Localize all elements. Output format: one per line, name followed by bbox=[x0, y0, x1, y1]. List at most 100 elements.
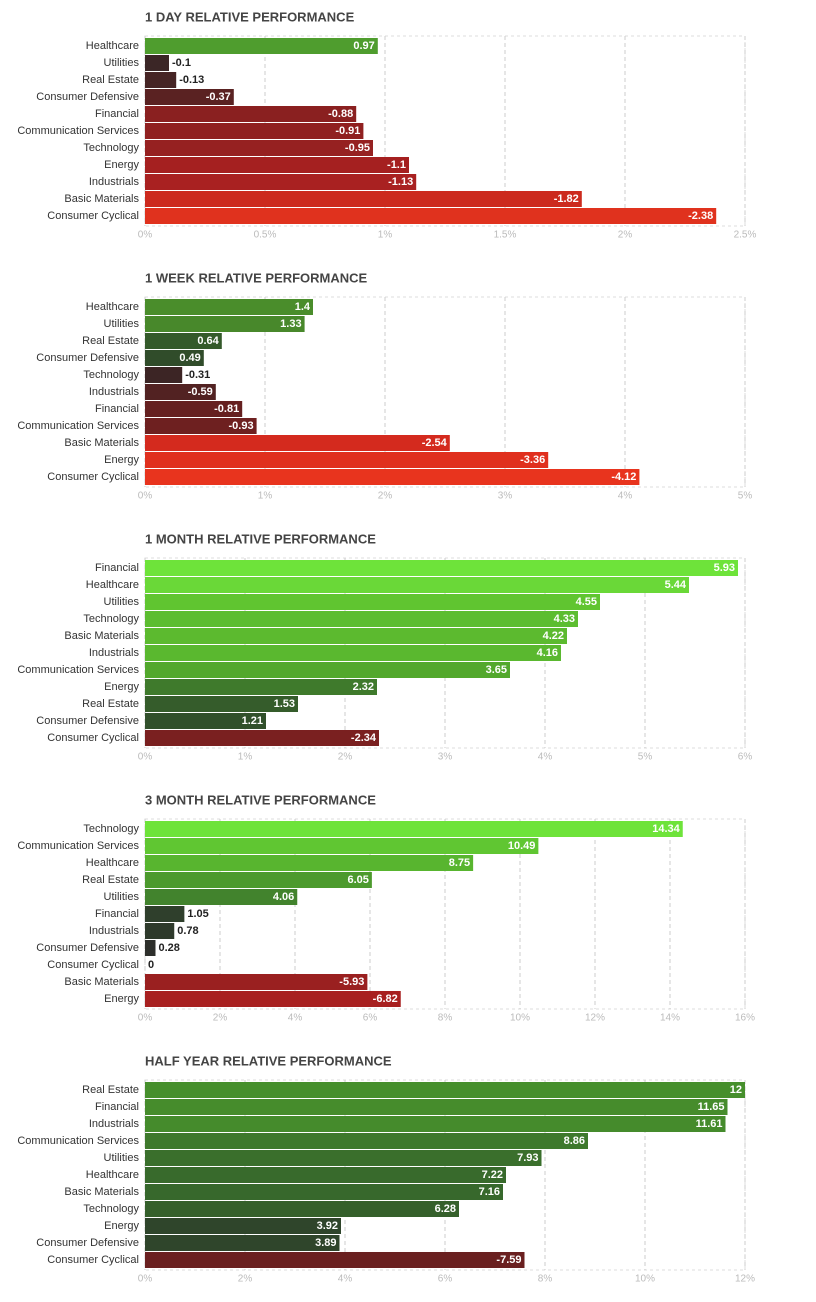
category-label: Healthcare bbox=[86, 301, 139, 313]
value-label: -1.1 bbox=[387, 159, 406, 171]
bar bbox=[145, 1218, 341, 1234]
bar bbox=[145, 333, 222, 349]
category-label: Technology bbox=[83, 823, 139, 835]
bar bbox=[145, 38, 378, 54]
value-label: -6.82 bbox=[373, 993, 398, 1005]
category-label: Industrials bbox=[89, 1118, 140, 1130]
value-label: 4.06 bbox=[273, 891, 294, 903]
value-label: 3.92 bbox=[317, 1220, 338, 1232]
x-tick-label: 2% bbox=[338, 752, 353, 763]
x-tick-label: 4% bbox=[288, 1013, 303, 1024]
bar bbox=[145, 384, 216, 400]
category-label: Basic Materials bbox=[64, 193, 139, 205]
x-tick-label: 3% bbox=[498, 491, 513, 502]
value-label: -0.37 bbox=[206, 91, 231, 103]
chart-title: 1 DAY RELATIVE PERFORMANCE bbox=[145, 9, 355, 24]
bar bbox=[145, 316, 305, 332]
value-label: 1.33 bbox=[280, 318, 301, 330]
value-label: 1.4 bbox=[295, 301, 311, 313]
x-tick-label: 14% bbox=[660, 1013, 680, 1024]
value-label: 11.65 bbox=[698, 1101, 725, 1113]
value-label: 0 bbox=[148, 959, 154, 971]
category-label: Financial bbox=[95, 403, 139, 415]
bar bbox=[145, 889, 298, 905]
chart-title: HALF YEAR RELATIVE PERFORMANCE bbox=[145, 1053, 392, 1068]
category-label: Utilities bbox=[104, 891, 140, 903]
bar bbox=[145, 435, 450, 451]
x-tick-label: 1% bbox=[378, 230, 393, 241]
bar bbox=[145, 72, 177, 88]
category-label: Financial bbox=[95, 908, 139, 920]
x-tick-label: 5% bbox=[638, 752, 653, 763]
x-tick-label: 0% bbox=[138, 1274, 153, 1285]
bar bbox=[145, 1133, 588, 1149]
bar bbox=[145, 645, 561, 661]
category-label: Healthcare bbox=[86, 579, 139, 591]
bar bbox=[145, 106, 357, 122]
x-tick-label: 3% bbox=[438, 752, 453, 763]
value-label: 2.32 bbox=[353, 681, 374, 693]
value-label: -2.38 bbox=[688, 210, 713, 222]
bar bbox=[145, 469, 640, 485]
x-tick-label: 1% bbox=[258, 491, 273, 502]
category-label: Financial bbox=[95, 1101, 139, 1113]
value-label: 3.65 bbox=[486, 664, 507, 676]
value-label: 3.89 bbox=[315, 1237, 336, 1249]
bar bbox=[145, 208, 717, 224]
category-label: Consumer Cyclical bbox=[47, 210, 139, 222]
bar bbox=[145, 923, 175, 939]
chart-title: 1 WEEK RELATIVE PERFORMANCE bbox=[145, 270, 368, 285]
category-label: Utilities bbox=[104, 1152, 140, 1164]
value-label: -0.59 bbox=[188, 386, 213, 398]
x-tick-label: 12% bbox=[585, 1013, 605, 1024]
category-label: Energy bbox=[104, 993, 139, 1005]
category-label: Technology bbox=[83, 369, 139, 381]
value-label: -7.59 bbox=[496, 1254, 521, 1266]
category-label: Real Estate bbox=[82, 698, 139, 710]
category-label: Real Estate bbox=[82, 874, 139, 886]
x-tick-label: 2% bbox=[378, 491, 393, 502]
value-label: 4.33 bbox=[554, 613, 575, 625]
value-label: -2.54 bbox=[422, 437, 448, 449]
value-label: -0.1 bbox=[172, 57, 191, 69]
value-label: 0.78 bbox=[177, 925, 198, 937]
value-label: 7.16 bbox=[479, 1186, 500, 1198]
value-label: 8.75 bbox=[449, 857, 470, 869]
category-label: Communication Services bbox=[17, 125, 139, 137]
bar bbox=[145, 1150, 542, 1166]
x-tick-label: 2% bbox=[238, 1274, 253, 1285]
bar bbox=[145, 1099, 728, 1115]
bar bbox=[145, 1252, 525, 1268]
value-label: 14.34 bbox=[652, 823, 680, 835]
category-label: Basic Materials bbox=[64, 437, 139, 449]
value-label: 6.28 bbox=[435, 1203, 456, 1215]
bar bbox=[145, 1167, 506, 1183]
value-label: 1.21 bbox=[242, 715, 263, 727]
bar bbox=[145, 452, 549, 468]
bar bbox=[145, 730, 379, 746]
value-label: 1.05 bbox=[187, 908, 208, 920]
category-label: Consumer Cyclical bbox=[47, 959, 139, 971]
x-tick-label: 8% bbox=[438, 1013, 453, 1024]
category-label: Technology bbox=[83, 142, 139, 154]
category-label: Basic Materials bbox=[64, 630, 139, 642]
bar bbox=[145, 1201, 459, 1217]
category-label: Healthcare bbox=[86, 40, 139, 52]
x-tick-label: 4% bbox=[618, 491, 633, 502]
x-tick-label: 10% bbox=[510, 1013, 530, 1024]
value-label: 5.44 bbox=[665, 579, 687, 591]
value-label: 5.93 bbox=[714, 562, 735, 574]
category-label: Real Estate bbox=[82, 1084, 139, 1096]
bar bbox=[145, 906, 185, 922]
bar bbox=[145, 174, 417, 190]
bar bbox=[145, 696, 298, 712]
category-label: Healthcare bbox=[86, 1169, 139, 1181]
bar bbox=[145, 1116, 726, 1132]
bar bbox=[145, 940, 156, 956]
x-tick-label: 0% bbox=[138, 752, 153, 763]
bar bbox=[145, 1235, 340, 1251]
bar bbox=[145, 974, 368, 990]
value-label: -0.88 bbox=[328, 108, 353, 120]
value-label: -0.93 bbox=[229, 420, 254, 432]
x-tick-label: 0% bbox=[138, 491, 153, 502]
